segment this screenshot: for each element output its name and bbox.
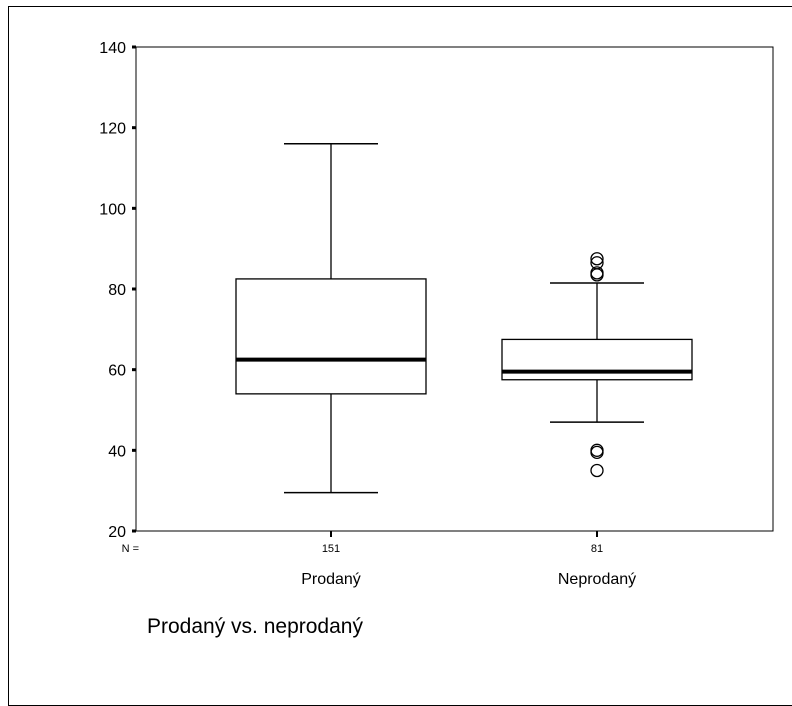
plot-area [135, 46, 774, 532]
y-tick-label: 60 [108, 363, 126, 380]
box [235, 278, 427, 395]
n-value-label: 81 [591, 543, 603, 555]
n-value-label: 151 [322, 543, 340, 555]
y-tick-label: 120 [99, 121, 126, 138]
n-label: N = [122, 543, 139, 555]
x-axis: N = 151 Prodaný 81 Neprodaný [122, 531, 636, 588]
outlier-point [590, 463, 604, 478]
y-tick-label: 40 [108, 443, 126, 460]
outlier-point [590, 445, 604, 460]
box-group [235, 143, 427, 494]
boxes [235, 143, 693, 494]
y-axis: 20 40 60 80 100 120 140 [99, 40, 136, 541]
y-tick-label: 80 [108, 282, 126, 299]
y-tick-label: 140 [99, 40, 126, 57]
box-group [501, 252, 693, 478]
outlier-point [590, 268, 604, 282]
outlier-point [590, 252, 604, 266]
chart-caption: Prodaný vs. neprodaný [147, 615, 363, 638]
box [501, 338, 693, 381]
y-tick-label: 20 [108, 524, 126, 541]
x-category-label: Neprodaný [558, 571, 636, 588]
y-tick-label: 100 [99, 201, 126, 218]
boxplot-chart: 20 40 60 80 100 120 140 N = 151 Prodaný 81 Neproda… [99, 40, 774, 588]
x-category-label: Prodaný [301, 571, 361, 588]
